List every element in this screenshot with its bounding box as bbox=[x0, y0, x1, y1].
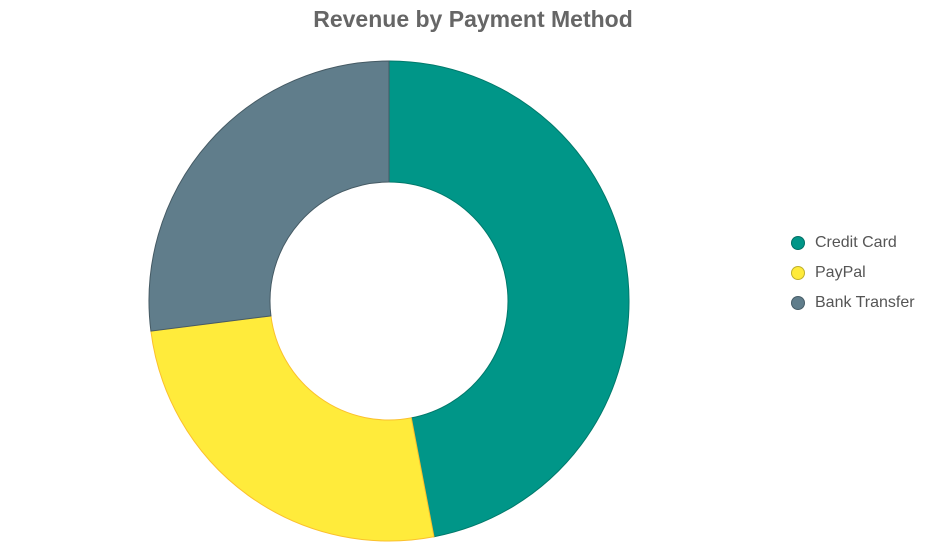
slice-paypal[interactable] bbox=[150, 315, 435, 542]
legend-item-credit-card[interactable]: Credit Card bbox=[791, 228, 915, 258]
legend-swatch bbox=[791, 266, 805, 280]
legend-label: Bank Transfer bbox=[815, 294, 915, 311]
legend-item-bank-transfer[interactable]: Bank Transfer bbox=[791, 288, 915, 318]
legend-label: Credit Card bbox=[815, 234, 897, 251]
legend-label: PayPal bbox=[815, 264, 866, 281]
legend: Credit Card PayPal Bank Transfer bbox=[791, 228, 915, 318]
chart-title: Revenue by Payment Method bbox=[313, 6, 633, 32]
slice-credit-card[interactable] bbox=[388, 60, 630, 538]
legend-swatch bbox=[791, 296, 805, 310]
legend-swatch bbox=[791, 236, 805, 250]
legend-item-paypal[interactable]: PayPal bbox=[791, 258, 915, 288]
slice-bank-transfer[interactable] bbox=[148, 60, 390, 332]
